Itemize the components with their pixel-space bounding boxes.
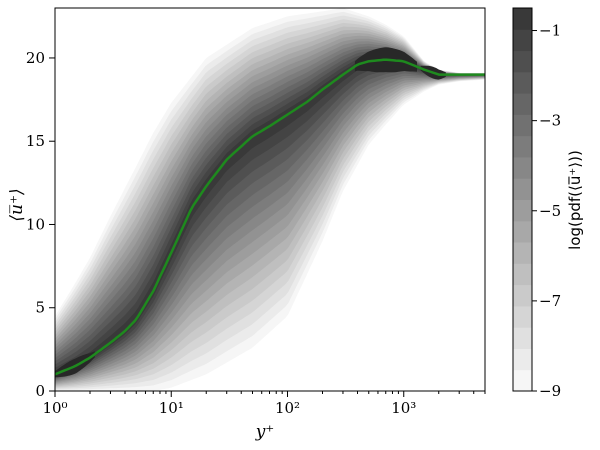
x-tick-label: 10⁰ xyxy=(42,399,67,417)
colorbar-level xyxy=(513,8,532,30)
y-tick-label: 5 xyxy=(35,299,45,317)
x-axis-label: y⁺ xyxy=(255,422,275,442)
colorbar-level xyxy=(513,199,532,222)
colorbar: −1 −3 −5 −7 −9 xyxy=(512,7,561,400)
colorbar-level xyxy=(513,29,532,52)
pdf-band xyxy=(55,51,485,379)
colorbar-level xyxy=(513,135,532,158)
colorbar-tick-label: −9 xyxy=(539,382,561,400)
x-tick-label: 10³ xyxy=(391,399,416,417)
colorbar-tick-label: −3 xyxy=(539,112,561,130)
y-axis: 0 5 10 15 20 xyxy=(26,49,55,400)
plot-frame xyxy=(54,7,486,392)
colorbar-level xyxy=(513,178,532,200)
colorbar-level xyxy=(513,327,532,349)
colorbar-label: log(pdf(⟨u̅⁺⟩)) xyxy=(566,150,584,250)
colorbar-frame xyxy=(512,7,533,392)
y-tick-label: 15 xyxy=(26,132,45,150)
colorbar-level xyxy=(513,156,532,179)
colorbar-tick-label: −7 xyxy=(539,292,561,310)
colorbar-level xyxy=(513,263,532,286)
colorbar-tick-label: −1 xyxy=(539,22,561,40)
pdf-band xyxy=(55,57,485,376)
colorbar-level xyxy=(513,348,532,371)
y-tick-label: 20 xyxy=(26,49,45,67)
colorbar-level xyxy=(513,50,532,73)
x-tick-label: 10² xyxy=(275,399,300,417)
colorbar-level xyxy=(513,93,532,115)
y-axis-label: ⟨u̅⁺⟩ xyxy=(7,188,27,221)
y-tick-label: 0 xyxy=(35,382,45,400)
mean-profile-layer xyxy=(55,58,485,376)
colorbar-level xyxy=(513,305,532,328)
colorbar-level xyxy=(513,71,532,94)
colorbar-level xyxy=(513,220,532,243)
colorbar-level xyxy=(513,284,532,307)
x-axis: 10⁰ 10¹ 10² 10³ xyxy=(42,391,486,417)
colorbar-level xyxy=(513,242,532,264)
pdf-band xyxy=(55,55,485,377)
colorbar-level xyxy=(513,114,532,137)
mean-profile-line xyxy=(55,58,485,376)
colorbar-tick-label: −5 xyxy=(539,202,561,220)
colorbar-level xyxy=(513,369,532,392)
pdf-contours xyxy=(55,8,485,391)
x-tick-label: 10¹ xyxy=(159,399,184,417)
y-tick-label: 10 xyxy=(26,215,45,233)
